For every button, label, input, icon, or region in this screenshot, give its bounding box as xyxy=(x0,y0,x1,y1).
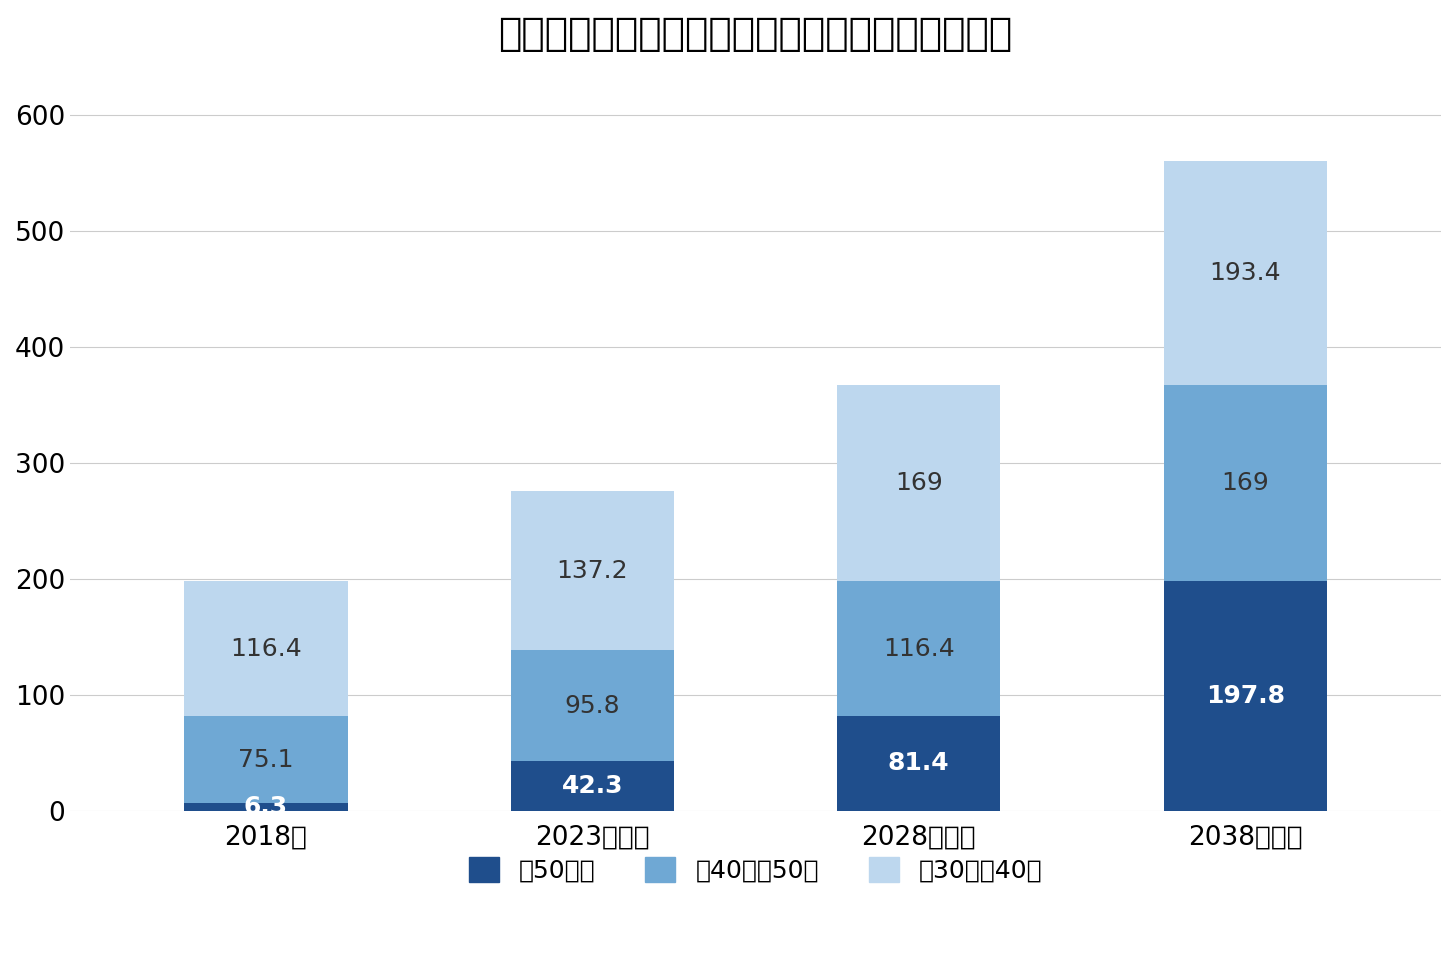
Bar xyxy=(511,762,674,810)
Text: 6.3: 6.3 xyxy=(245,795,288,819)
Bar xyxy=(837,385,1000,581)
Bar xyxy=(837,716,1000,810)
Bar xyxy=(1163,385,1326,581)
Text: 81.4: 81.4 xyxy=(888,751,949,775)
Text: 95.8: 95.8 xyxy=(565,694,620,718)
Bar xyxy=(837,581,1000,716)
Bar xyxy=(185,803,348,810)
Text: 116.4: 116.4 xyxy=(882,637,955,660)
Legend: 築50年〜, 築40年〜50年, 築30年〜40年: 築50年〜, 築40年〜50年, 築30年〜40年 xyxy=(459,847,1053,893)
Text: 116.4: 116.4 xyxy=(230,637,301,660)
Text: 137.2: 137.2 xyxy=(556,559,628,583)
Bar xyxy=(185,716,348,803)
Text: 197.8: 197.8 xyxy=(1206,683,1284,708)
Bar xyxy=(185,581,348,716)
Text: 169: 169 xyxy=(895,471,942,495)
Bar xyxy=(1163,161,1326,385)
Bar xyxy=(1163,581,1326,810)
Text: 75.1: 75.1 xyxy=(239,747,294,771)
Title: 高経年マンションストック数の増加予測（万戸）: 高経年マンションストック数の増加予測（万戸） xyxy=(498,15,1013,53)
Bar xyxy=(511,491,674,650)
Text: 42.3: 42.3 xyxy=(562,774,623,798)
Text: 169: 169 xyxy=(1222,471,1270,495)
Text: 193.4: 193.4 xyxy=(1210,260,1281,285)
Bar xyxy=(511,650,674,762)
